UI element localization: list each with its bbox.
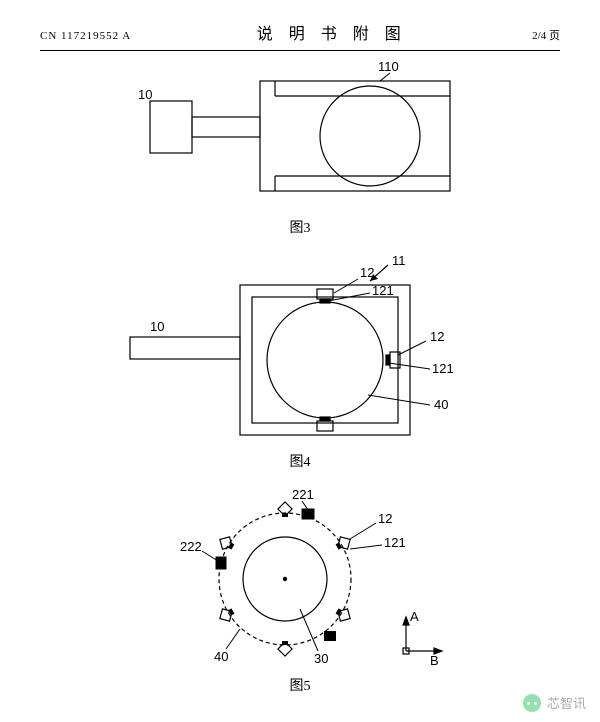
fig5-label-221: 221 xyxy=(292,487,314,502)
doc-title: 说 明 书 附 图 xyxy=(257,20,407,44)
figure-5: 221 222 12 121 40 30 A B 图5 xyxy=(40,479,560,695)
fig5-caption: 图5 xyxy=(40,675,560,695)
fig5-axis-A: A xyxy=(410,609,419,624)
fig4-label-12b: 12 xyxy=(430,329,444,344)
figure-3: 10 110 图3 xyxy=(40,51,560,237)
fig3-svg: 10 110 xyxy=(120,51,480,211)
fig4-label-121a: 121 xyxy=(372,283,394,298)
page-header: CN 117219552 A 说 明 书 附 图 2/4 页 xyxy=(40,20,560,51)
fig5-svg: 221 222 12 121 40 30 A B xyxy=(110,479,490,669)
fig3-label-110: 110 xyxy=(378,59,399,74)
fig4-label-40: 40 xyxy=(434,397,448,412)
fig5-label-30: 30 xyxy=(314,651,328,666)
fig5-label-121: 121 xyxy=(384,535,406,550)
fig5-axis-B: B xyxy=(430,653,439,668)
fig5-label-40: 40 xyxy=(214,649,228,664)
fig4-caption: 图4 xyxy=(40,451,560,471)
fig3-caption: 图3 xyxy=(40,217,560,237)
wechat-icon xyxy=(523,694,541,712)
fig4-label-11: 11 xyxy=(392,253,406,268)
fig3-label-10: 10 xyxy=(138,87,152,102)
page-number: 2/4 页 xyxy=(532,27,560,43)
fig5-label-222: 222 xyxy=(180,539,202,554)
fig4-svg: 10 11 12 121 12 121 40 xyxy=(110,245,490,445)
watermark-text: 芯智讯 xyxy=(547,693,586,712)
fig4-label-12a: 12 xyxy=(360,265,374,280)
fig4-label-121b: 121 xyxy=(432,361,454,376)
figure-4: 10 11 12 121 12 121 40 图4 xyxy=(40,245,560,471)
fig4-label-10: 10 xyxy=(150,319,164,334)
fig5-label-12: 12 xyxy=(378,511,392,526)
doc-number: CN 117219552 A xyxy=(40,30,131,42)
watermark: 芯智讯 xyxy=(523,693,586,712)
patent-page: CN 117219552 A 说 明 书 附 图 2/4 页 10 xyxy=(0,0,600,722)
